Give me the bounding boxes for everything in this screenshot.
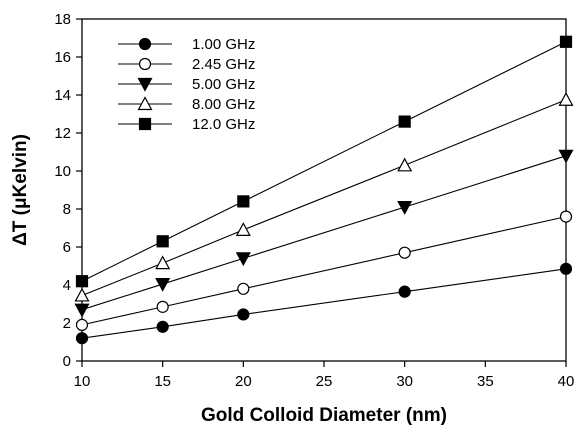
y-tick-label: 8 — [63, 201, 71, 218]
series-1 — [75, 210, 573, 331]
data-point — [559, 210, 573, 223]
y-tick-label: 16 — [54, 49, 71, 66]
legend-label: 5.00 GHz — [192, 76, 255, 93]
series-layer — [74, 35, 574, 345]
data-point — [75, 332, 89, 345]
legend-item: 2.45 GHz — [118, 56, 255, 73]
series-line — [81, 41, 567, 282]
data-point — [156, 235, 169, 248]
data-point — [398, 115, 411, 128]
legend-item: 1.00 GHz — [118, 36, 255, 53]
legend-marker — [138, 57, 152, 71]
data-point — [559, 262, 573, 275]
legend-marker — [137, 77, 153, 92]
data-point — [398, 246, 411, 259]
data-point — [155, 255, 171, 270]
y-tick-label: 10 — [54, 163, 71, 180]
y-tick-label: 4 — [63, 277, 71, 294]
x-tick-label: 15 — [154, 373, 171, 390]
y-tick-label: 2 — [63, 315, 71, 332]
legend-item: 5.00 GHz — [118, 76, 255, 93]
y-tick-label: 6 — [63, 239, 71, 256]
x-tick-label: 25 — [316, 373, 333, 390]
data-point — [155, 277, 171, 292]
series-line — [81, 268, 567, 339]
data-point — [398, 285, 411, 298]
data-point — [558, 149, 574, 164]
data-point — [397, 201, 413, 215]
data-point — [156, 300, 169, 313]
legend-marker — [137, 96, 153, 111]
plot-frame — [81, 18, 567, 362]
legend-item: 8.00 GHz — [118, 96, 255, 113]
legend: 1.00 GHz 2.45 GHz 5.00 GHz 8.00 GHz 12.0 GHz — [118, 36, 255, 133]
series-line — [81, 99, 567, 296]
legend-marker — [138, 117, 152, 131]
x-tick-label: 35 — [477, 373, 494, 390]
y-tick-label: 18 — [54, 11, 71, 28]
data-point — [559, 35, 573, 48]
data-point — [75, 275, 89, 288]
series-0 — [75, 262, 573, 345]
data-point — [397, 157, 413, 172]
x-tick-label: 20 — [235, 373, 252, 390]
legend-marker — [138, 37, 152, 51]
legend-label: 1.00 GHz — [192, 36, 255, 53]
y-tick-label: 0 — [63, 353, 71, 370]
data-point — [156, 320, 169, 333]
legend-label: 12.0 GHz — [192, 116, 255, 133]
data-point — [237, 282, 250, 295]
data-point — [74, 287, 90, 302]
x-tick-label: 40 — [558, 373, 575, 390]
x-tick-label: 30 — [396, 373, 413, 390]
data-point — [558, 91, 574, 106]
data-point — [237, 195, 250, 208]
x-axis-title: Gold Colloid Diameter (nm) — [201, 405, 447, 426]
axes: 10 15 20 25 30 35 40 0 2 4 6 8 10 12 14 16 18 — [54, 11, 574, 390]
data-point — [237, 308, 250, 321]
legend-label: 2.45 GHz — [192, 56, 255, 73]
data-point — [235, 222, 251, 236]
series-3 — [74, 91, 574, 302]
legend-item: 12.0 GHz — [118, 116, 255, 133]
data-point — [235, 252, 251, 267]
x-tick-label: 10 — [74, 373, 91, 390]
series-2 — [74, 149, 574, 318]
y-tick-label: 14 — [54, 87, 71, 104]
legend-label: 8.00 GHz — [192, 96, 255, 113]
y-axis-title: ΔT (μKelvin) — [10, 134, 31, 246]
y-tick-label: 12 — [54, 125, 71, 142]
series-4 — [75, 35, 573, 288]
data-point — [74, 303, 90, 318]
data-point — [75, 318, 89, 331]
